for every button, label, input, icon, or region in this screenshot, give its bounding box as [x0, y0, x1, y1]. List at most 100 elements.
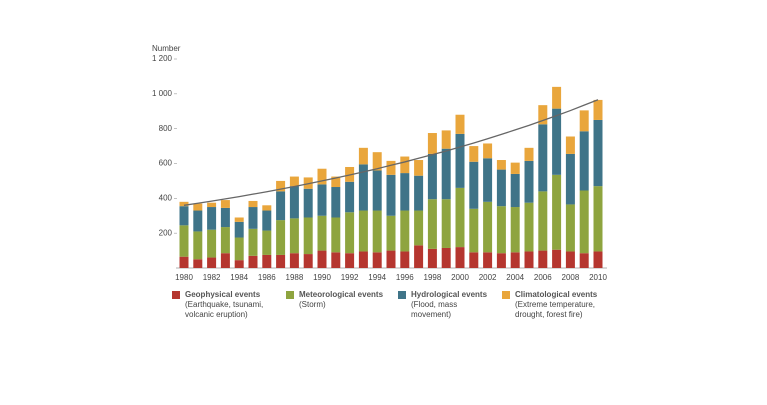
bar-segment: [510, 252, 520, 268]
x-tick-label: 1994: [368, 273, 386, 282]
bar-segment: [427, 153, 437, 200]
legend-description: drought, forest fire): [515, 310, 583, 319]
x-tick-label: 1982: [203, 273, 221, 282]
x-tick-label: 1996: [396, 273, 414, 282]
bar-segment: [372, 210, 382, 253]
bar-segment: [207, 207, 217, 230]
bar-segment: [593, 99, 603, 120]
bar-segment: [552, 86, 562, 109]
bar-segment: [510, 173, 520, 208]
bar-segment: [593, 186, 603, 252]
bar-segment: [414, 175, 424, 211]
bar-segment: [317, 250, 327, 268]
bar-segment: [538, 105, 548, 125]
bar-segment: [552, 174, 562, 250]
bar-segment: [179, 225, 189, 257]
bar-segment: [303, 188, 313, 218]
bar-segment: [524, 160, 534, 203]
bar-segment: [579, 253, 589, 268]
bar-segment: [207, 229, 217, 258]
bar-segment: [469, 146, 479, 162]
trend-line: [183, 99, 599, 206]
bar-segment: [358, 251, 368, 268]
bar-segment: [469, 252, 479, 268]
bar-segment: [496, 169, 506, 207]
bar-segment: [303, 254, 313, 268]
x-tick-label: 1998: [424, 273, 442, 282]
legend-label: Geophysical events: [185, 290, 261, 299]
x-tick-label: 1980: [175, 273, 193, 282]
bar-segment: [207, 257, 217, 268]
bar-segment: [331, 187, 341, 218]
x-tick-label: 1984: [230, 273, 248, 282]
bar-segment: [289, 186, 299, 219]
bar-segment: [289, 253, 299, 268]
bar-segment: [552, 249, 562, 268]
bar-segment: [276, 180, 286, 192]
legend-description: movement): [411, 310, 451, 319]
legend-swatch: [172, 291, 180, 299]
bar-segment: [179, 206, 189, 226]
x-tick-label: 2000: [451, 273, 469, 282]
legend-label: Climatological events: [515, 290, 598, 299]
bar-segment: [234, 260, 244, 268]
bar-segment: [248, 255, 258, 268]
bar-segment: [414, 210, 424, 246]
bar-segment: [400, 156, 410, 174]
legend-swatch: [398, 291, 406, 299]
x-tick-label: 2010: [589, 273, 607, 282]
bar-segment: [276, 254, 286, 268]
bar-segment: [510, 162, 520, 174]
bar-segment: [207, 202, 217, 208]
bar-segment: [179, 201, 189, 207]
bar-segment: [276, 191, 286, 221]
bar-segment: [193, 231, 203, 260]
bar-segment: [317, 184, 327, 216]
bar-segment: [220, 200, 230, 208]
legend-description: (Earthquake, tsunami,: [185, 300, 263, 309]
bar-segment: [455, 247, 465, 268]
bar-segment: [331, 217, 341, 253]
y-tick-label: 800: [159, 124, 173, 133]
bar-segment: [565, 251, 575, 268]
bar-segment: [331, 176, 341, 188]
bar-segment: [565, 204, 575, 252]
bar-segment: [400, 210, 410, 252]
bar-segment: [455, 133, 465, 188]
bar-segment: [524, 251, 534, 268]
legend-description: (Flood, mass: [411, 300, 457, 309]
bar-segment: [441, 247, 451, 268]
bar-segment: [386, 215, 396, 251]
bar-segment: [427, 248, 437, 268]
bar-segment: [496, 253, 506, 268]
bar-segment: [524, 202, 534, 252]
y-tick-label: 200: [159, 228, 173, 237]
bar-segment: [276, 220, 286, 255]
bar-segment: [220, 253, 230, 268]
bar-segment: [386, 160, 396, 175]
y-tick-label: 1 200: [152, 54, 173, 63]
legend-label: Hydrological events: [411, 290, 488, 299]
x-tick-label: 2008: [562, 273, 580, 282]
bar-segment: [427, 133, 437, 154]
bar-segment: [593, 251, 603, 268]
bar-segment: [414, 245, 424, 268]
bar-segment: [372, 170, 382, 211]
bar-segment: [579, 190, 589, 254]
bar-segment: [262, 205, 272, 211]
bar-segment: [262, 210, 272, 231]
bar-segment: [441, 199, 451, 248]
bar-segment: [248, 200, 258, 208]
bar-segment: [496, 160, 506, 170]
bar-segment: [524, 147, 534, 161]
bar-segment: [469, 161, 479, 209]
bar-segment: [483, 158, 493, 202]
bar-segment: [303, 217, 313, 255]
bar-segment: [317, 215, 327, 251]
bar-segment: [427, 199, 437, 249]
bar-segment: [289, 218, 299, 254]
bar-segment: [538, 250, 548, 268]
bar-segment: [441, 148, 451, 200]
y-tick-label: 1 000: [152, 89, 173, 98]
